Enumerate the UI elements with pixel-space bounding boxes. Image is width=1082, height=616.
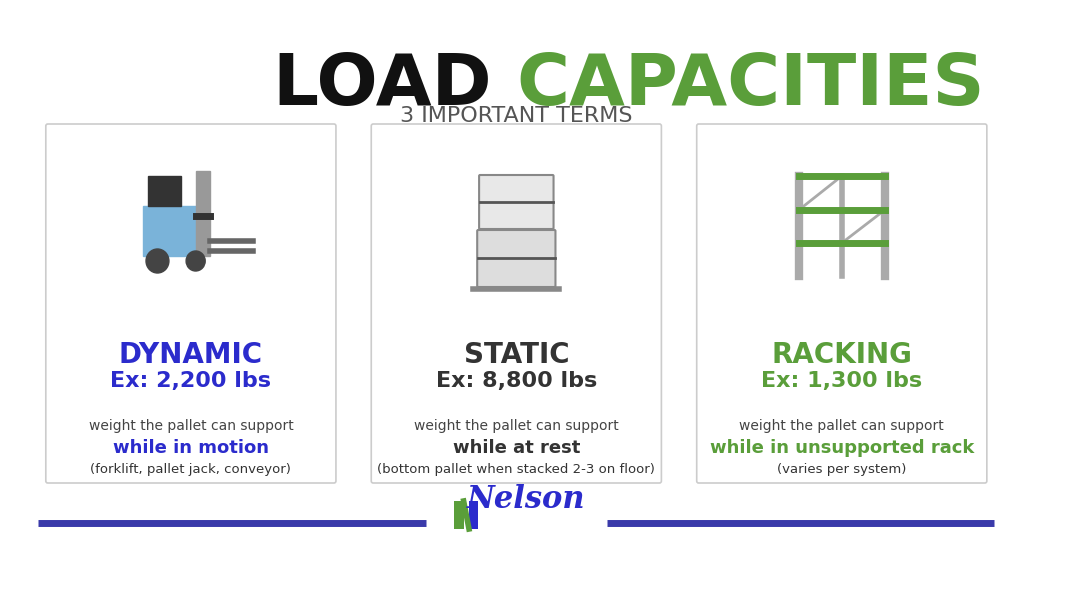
- Text: (bottom pallet when stacked 2-3 on floor): (bottom pallet when stacked 2-3 on floor…: [378, 463, 656, 476]
- Text: DYNAMIC: DYNAMIC: [119, 341, 263, 369]
- Text: while in motion: while in motion: [113, 439, 269, 457]
- Text: weight the pallet can support: weight the pallet can support: [89, 419, 293, 433]
- Polygon shape: [143, 206, 200, 256]
- Text: 3 IMPORTANT TERMS: 3 IMPORTANT TERMS: [400, 106, 633, 126]
- Text: while at rest: while at rest: [452, 439, 580, 457]
- Text: LOAD: LOAD: [273, 51, 516, 120]
- FancyBboxPatch shape: [45, 124, 335, 483]
- Polygon shape: [148, 176, 182, 206]
- FancyBboxPatch shape: [697, 124, 987, 483]
- Text: (varies per system): (varies per system): [777, 463, 907, 476]
- Text: Ex: 2,200 lbs: Ex: 2,200 lbs: [110, 371, 272, 391]
- Text: RACKING: RACKING: [771, 341, 912, 369]
- Circle shape: [146, 249, 169, 273]
- Text: Nelson: Nelson: [466, 484, 585, 515]
- Text: STATIC: STATIC: [463, 341, 569, 369]
- Text: CAPACITIES: CAPACITIES: [516, 51, 985, 120]
- Text: while in unsupported rack: while in unsupported rack: [710, 439, 974, 457]
- Text: weight the pallet can support: weight the pallet can support: [414, 419, 619, 433]
- Text: weight the pallet can support: weight the pallet can support: [739, 419, 945, 433]
- FancyBboxPatch shape: [477, 230, 555, 287]
- FancyBboxPatch shape: [479, 175, 554, 229]
- Text: Ex: 8,800 lbs: Ex: 8,800 lbs: [436, 371, 597, 391]
- Text: (forklift, pallet jack, conveyor): (forklift, pallet jack, conveyor): [91, 463, 291, 476]
- FancyBboxPatch shape: [371, 124, 661, 483]
- FancyBboxPatch shape: [469, 501, 478, 529]
- Polygon shape: [196, 171, 210, 256]
- Circle shape: [186, 251, 206, 271]
- Text: Ex: 1,300 lbs: Ex: 1,300 lbs: [762, 371, 922, 391]
- FancyBboxPatch shape: [454, 501, 464, 529]
